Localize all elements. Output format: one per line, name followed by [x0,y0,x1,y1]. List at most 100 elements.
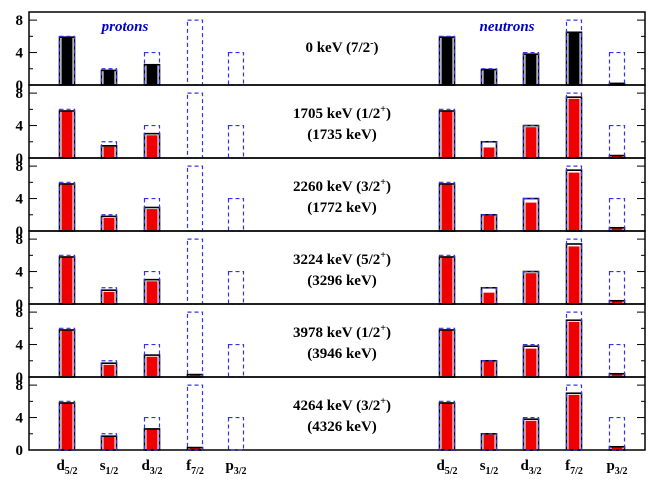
neutrons-bar [611,300,623,304]
protons-capacity-box [227,343,245,378]
neutrons-bar [483,434,495,450]
orbital-label: s1/2 [480,458,499,477]
panel-frame [28,376,646,451]
protons-bar [146,281,158,304]
protons-bar [146,135,158,158]
protons-capacity-box [186,384,204,451]
neutrons-bar [568,321,580,377]
y-tick-label: 0 [16,297,24,313]
panel-1: 0 4 8 0 keV (7/2-) protons neutrons [16,11,646,94]
protons-bar [61,329,73,377]
protons-capacity-box [143,270,161,305]
protons-capacity-box [186,311,204,378]
neutrons-bar [525,54,537,85]
protons-bar [103,437,115,450]
protons-bar [146,209,158,231]
panel-shell-model-label: (3946 keV) [307,346,377,362]
protons-capacity-box [227,51,245,86]
protons-capacity-box [227,197,245,232]
protons-bar [103,291,115,304]
neutrons-capacity-box [565,384,583,451]
neutrons-capacity-box [522,416,540,451]
neutrons-bar [525,127,537,158]
protons-bar [61,37,73,85]
orbital-label: f7/2 [565,458,583,477]
protons-bar [146,356,158,377]
panel-6: 0 4 8 4264 keV (3/2+) (4326 keV) [16,376,646,459]
y-tick-label: 4 [16,411,24,427]
panel-energy-label: 3224 keV (5/2+) [293,250,391,268]
neutrons-bar [525,202,537,231]
y-tick-label: 4 [16,46,24,62]
orbital-label: p3/2 [606,458,627,477]
neutrons-capacity-box [438,400,456,451]
protons-capacity-box [143,124,161,159]
protons-capacity-box [227,124,245,159]
y-tick-label: 8 [16,378,24,394]
protons-bar [189,447,201,450]
protons-capacity-box [58,400,76,451]
neutrons-label: neutrons [479,19,534,35]
neutrons-capacity-box [522,197,540,232]
neutrons-capacity-box [608,197,626,232]
protons-label: protons [100,19,149,35]
protons-bar [103,218,115,231]
neutrons-bar [441,402,453,450]
protons-capacity-box [143,51,161,86]
orbital-label: p3/2 [225,458,246,477]
neutrons-bar [525,420,537,450]
protons-bar [146,64,158,85]
protons-bar [103,70,115,85]
protons-capacity-box [186,19,204,86]
protons-capacity-box [186,165,204,232]
protons-capacity-box [186,238,204,305]
neutrons-bar [483,292,495,304]
neutrons-bar [611,373,623,377]
neutrons-bar [525,273,537,304]
neutrons-bar [441,256,453,304]
protons-bar [103,146,115,158]
panel-4: 0 4 8 3224 keV (5/2+) (3296 keV) [16,230,646,313]
protons-capacity-box [186,92,204,159]
neutrons-bar [611,227,623,231]
neutrons-bar [483,361,495,377]
y-tick-label: 4 [16,265,24,281]
y-tick-label: 0 [16,224,24,240]
neutrons-bar [568,32,580,85]
protons-bar [146,428,158,450]
protons-capacity-box [143,197,161,232]
y-tick-label: 8 [16,86,24,102]
y-tick-label: 8 [16,232,24,248]
y-tick-label: 8 [16,159,24,175]
neutrons-bar [483,69,495,85]
neutrons-bar [611,83,623,85]
protons-capacity-box [143,416,161,451]
protons-capacity-box [100,433,118,451]
neutrons-bar [441,183,453,231]
panels-group: 0 4 8 0 keV (7/2-) protons neutrons 0 4 8 1705 ke… [16,11,646,459]
neutrons-bar [525,348,537,377]
protons-capacity-box [227,416,245,451]
panel-energy-label: 3978 keV (1/2+) [293,323,391,341]
neutrons-capacity-box [608,124,626,159]
neutrons-capacity-box [480,433,498,451]
neutrons-bar [441,110,453,158]
protons-bar [61,402,73,450]
y-tick-label: 8 [16,13,24,29]
neutrons-bar [611,155,623,158]
y-tick-label: 4 [16,338,24,354]
orbital-label: d5/2 [56,458,77,477]
panel-energy-label: 4264 keV (3/2+) [293,396,391,414]
neutrons-capacity-box [522,270,540,305]
protons-capacity-box [143,343,161,378]
protons-bar [103,364,115,377]
neutrons-capacity-box [608,270,626,305]
y-tick-label: 0 [16,443,24,459]
y-tick-label: 0 [16,78,24,94]
neutrons-bar [483,147,495,158]
panel-shell-model-label: (1772 keV) [307,200,377,216]
protons-bar [61,110,73,158]
y-tick-label: 0 [16,151,24,167]
orbital-labels-group: d5/2 s1/2 d3/2 f7/2 p3/2 d5/2 s1/2 d3/2 f7/2 p3/2 [56,458,627,477]
